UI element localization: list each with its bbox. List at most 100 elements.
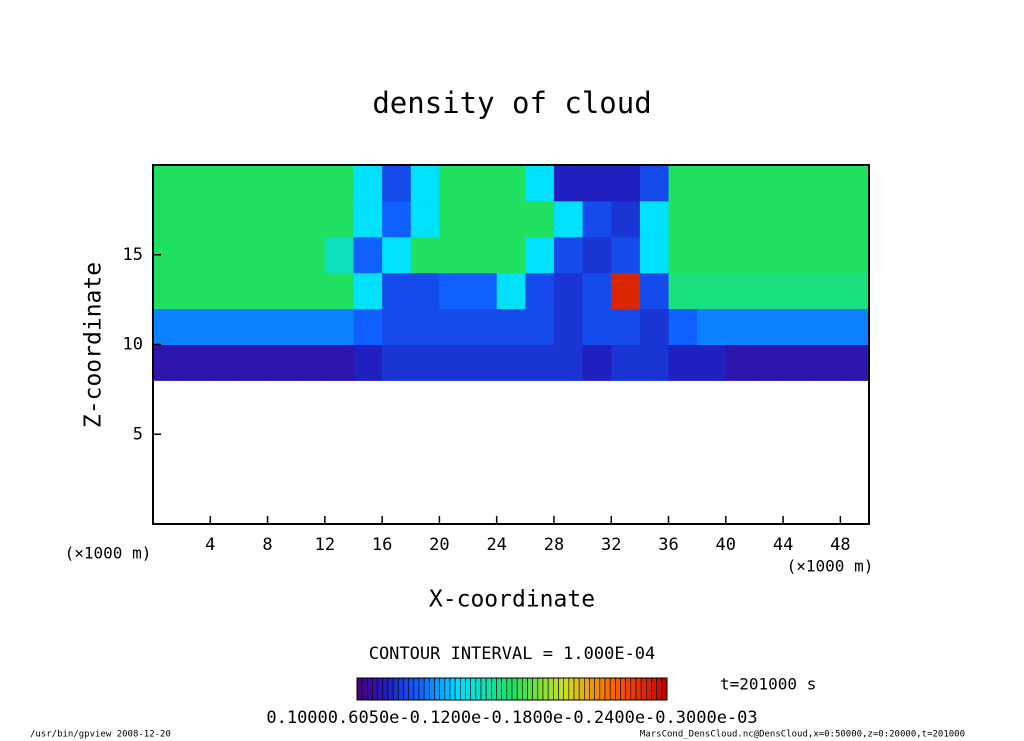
heat-cell (725, 344, 755, 381)
heat-cell (783, 344, 813, 381)
colorbar-cell (640, 677, 647, 701)
heat-cell (668, 344, 698, 381)
heat-cell (496, 308, 526, 345)
heat-cell (153, 344, 183, 381)
heat-cell (210, 272, 240, 310)
heat-cell (353, 200, 383, 238)
colorbar-cell (516, 677, 523, 701)
colorbar-cell (403, 677, 409, 701)
time-label: t=201000 s (720, 675, 816, 694)
heat-cell (382, 236, 412, 274)
heat-cell (525, 308, 555, 345)
footer-right: MarsCond_DensCloud.nc@DensCloud,x=0:5000… (640, 730, 965, 740)
x-tick-label: 40 (716, 535, 736, 555)
colorbar-cell (568, 677, 575, 701)
heat-cell (754, 236, 784, 274)
heat-cell (296, 165, 326, 202)
colorbar-cell (527, 677, 533, 701)
heat-cell (324, 165, 354, 202)
y-tick-label: 10 (123, 335, 143, 355)
heat-cell (267, 308, 297, 345)
heat-cell (324, 344, 354, 381)
x-tick-label: 16 (372, 535, 392, 555)
colorbar-cell (506, 677, 513, 701)
heat-cell (353, 344, 383, 381)
heat-cell (267, 344, 297, 381)
y-tick-label: 5 (133, 424, 143, 444)
heat-cell (639, 272, 670, 310)
colorbar-cell (584, 677, 590, 701)
heat-cell (210, 165, 240, 202)
heat-cell (296, 200, 326, 238)
heat-cell (353, 236, 383, 274)
heat-cell (639, 200, 670, 238)
colorbar-cell (465, 677, 471, 701)
heat-cell (582, 236, 612, 274)
heat-cell (582, 272, 612, 310)
heat-cell (754, 272, 784, 310)
heat-cell (410, 344, 440, 381)
heat-cell (238, 236, 269, 274)
colorbar-cell (377, 677, 384, 701)
heat-cell (754, 344, 784, 381)
colorbar-cell (429, 677, 435, 701)
heat-cell (439, 344, 469, 381)
colorbar-cell (408, 677, 415, 701)
colorbar-label: 0.10000.6050e-0.1200e-0.1800e-0.2400e-0.… (266, 708, 757, 728)
heat-cell (210, 344, 240, 381)
x-tick-label: 32 (601, 535, 621, 555)
heat-cell (468, 200, 498, 238)
x-tick-label: 24 (486, 535, 506, 555)
heat-cell (238, 344, 269, 381)
colorbar-cell (387, 677, 394, 701)
heat-cell (668, 236, 698, 274)
heat-cell (697, 308, 727, 345)
heat-cell (668, 272, 698, 310)
heat-cell (725, 236, 755, 274)
heat-cell (439, 165, 469, 202)
heat-cell (582, 344, 612, 381)
colorbar-cell (423, 677, 430, 701)
heat-cell (496, 272, 526, 310)
heat-cell (553, 272, 584, 310)
colorbar-cell (460, 677, 466, 701)
colorbar-cell (599, 677, 606, 701)
heat-cell (324, 272, 354, 310)
colorbar-cell (620, 677, 626, 701)
colorbar-cell (485, 677, 492, 701)
chart-title: density of cloud (372, 86, 651, 120)
colorbar-cell (573, 677, 580, 701)
colorbar-cell (609, 677, 616, 701)
x-tick-label: 44 (773, 535, 793, 555)
colorbar-cell (625, 677, 632, 701)
heat-cell (553, 165, 584, 202)
heat-cell (611, 308, 641, 345)
colorbar-cell (594, 677, 601, 701)
heat-cell (439, 308, 469, 345)
heat-cell (582, 165, 612, 202)
heat-cell (267, 165, 297, 202)
heat-cell (525, 200, 555, 238)
colorbar-cell (413, 677, 420, 701)
colorbar-cell (501, 677, 508, 701)
colorbar-cell (547, 677, 554, 701)
heat-cell (238, 308, 269, 345)
heat-cell (553, 200, 584, 238)
heat-cell (153, 308, 183, 345)
colorbar-cell (589, 677, 595, 701)
heat-cell (639, 236, 670, 274)
colorbar-cell (537, 677, 544, 701)
heat-cell (840, 308, 870, 345)
heat-cell (439, 200, 469, 238)
heat-cell (525, 272, 555, 310)
colorbar-cell (646, 677, 652, 701)
heat-cell (439, 272, 469, 310)
x-tick-label: 36 (658, 535, 678, 555)
colorbar-cell (361, 677, 368, 701)
heat-cell (382, 165, 412, 202)
colorbar-cell (434, 677, 440, 701)
heat-cell (296, 308, 326, 345)
heat-cell (410, 165, 440, 202)
heat-cell (783, 308, 813, 345)
heat-cell (553, 344, 584, 381)
